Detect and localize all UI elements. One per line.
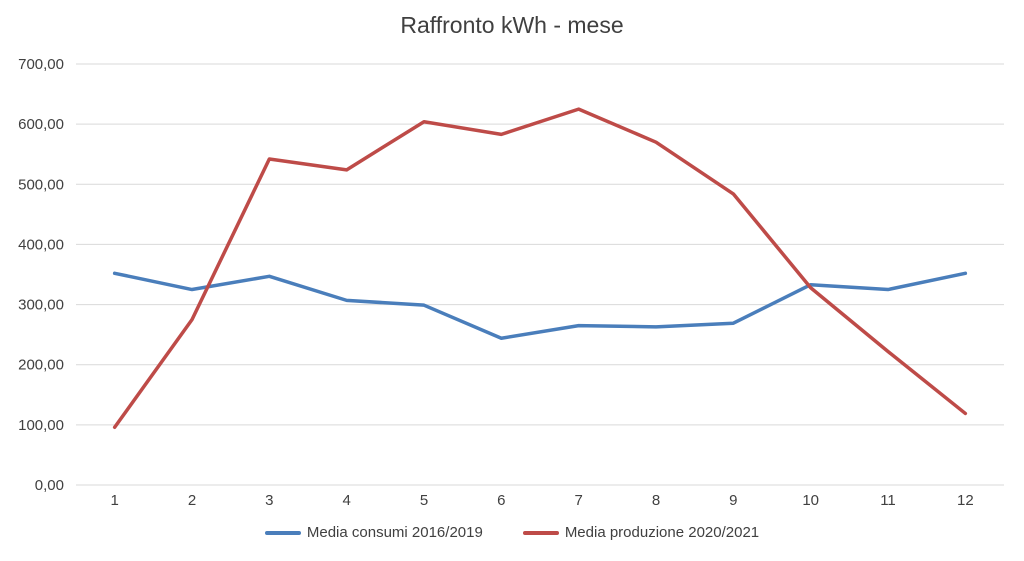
gridlines [76, 63, 1004, 486]
legend-swatch-consumi [264, 530, 301, 535]
series-lines [112, 107, 968, 430]
series-line-consumi [112, 271, 968, 341]
y-axis-ticks: 0,00 100,00 200,00 300,00 400,00 500,00 600,00… [18, 56, 64, 494]
x-tick-label: 9 [729, 492, 737, 509]
series-line-produzione [112, 107, 968, 430]
y-tick-label: 600,00 [18, 116, 64, 133]
y-tick-label: 0,00 [35, 477, 64, 494]
x-tick-label: 3 [265, 492, 273, 509]
x-tick-label: 5 [420, 492, 428, 509]
x-tick-label: 12 [957, 492, 974, 509]
legend-item-produzione: Media produzione 2020/2021 [522, 524, 760, 541]
y-tick-label: 400,00 [18, 236, 64, 253]
legend-label-consumi: Media consumi 2016/2019 [306, 524, 483, 541]
x-tick-label: 4 [342, 492, 350, 509]
y-tick-label: 200,00 [18, 357, 64, 374]
y-tick-label: 100,00 [18, 417, 64, 434]
legend-swatch-produzione [522, 530, 559, 535]
x-tick-label: 6 [497, 492, 505, 509]
y-tick-label: 300,00 [18, 297, 64, 314]
chart-title: Raffronto kWh - mese [400, 12, 624, 38]
x-tick-label: 11 [880, 492, 896, 509]
x-axis-ticks: 1 2 3 4 5 6 7 8 9 10 11 12 [110, 492, 973, 509]
x-tick-label: 10 [802, 492, 819, 509]
y-tick-label: 500,00 [18, 176, 64, 193]
legend: Media consumi 2016/2019 Media produzione… [0, 524, 1024, 541]
y-tick-label: 700,00 [18, 56, 64, 73]
x-tick-label: 7 [574, 492, 582, 509]
legend-item-consumi: Media consumi 2016/2019 [264, 524, 483, 541]
legend-label-produzione: Media produzione 2020/2021 [564, 524, 760, 541]
x-tick-label: 2 [188, 492, 196, 509]
x-tick-label: 1 [110, 492, 118, 509]
x-tick-label: 8 [652, 492, 660, 509]
